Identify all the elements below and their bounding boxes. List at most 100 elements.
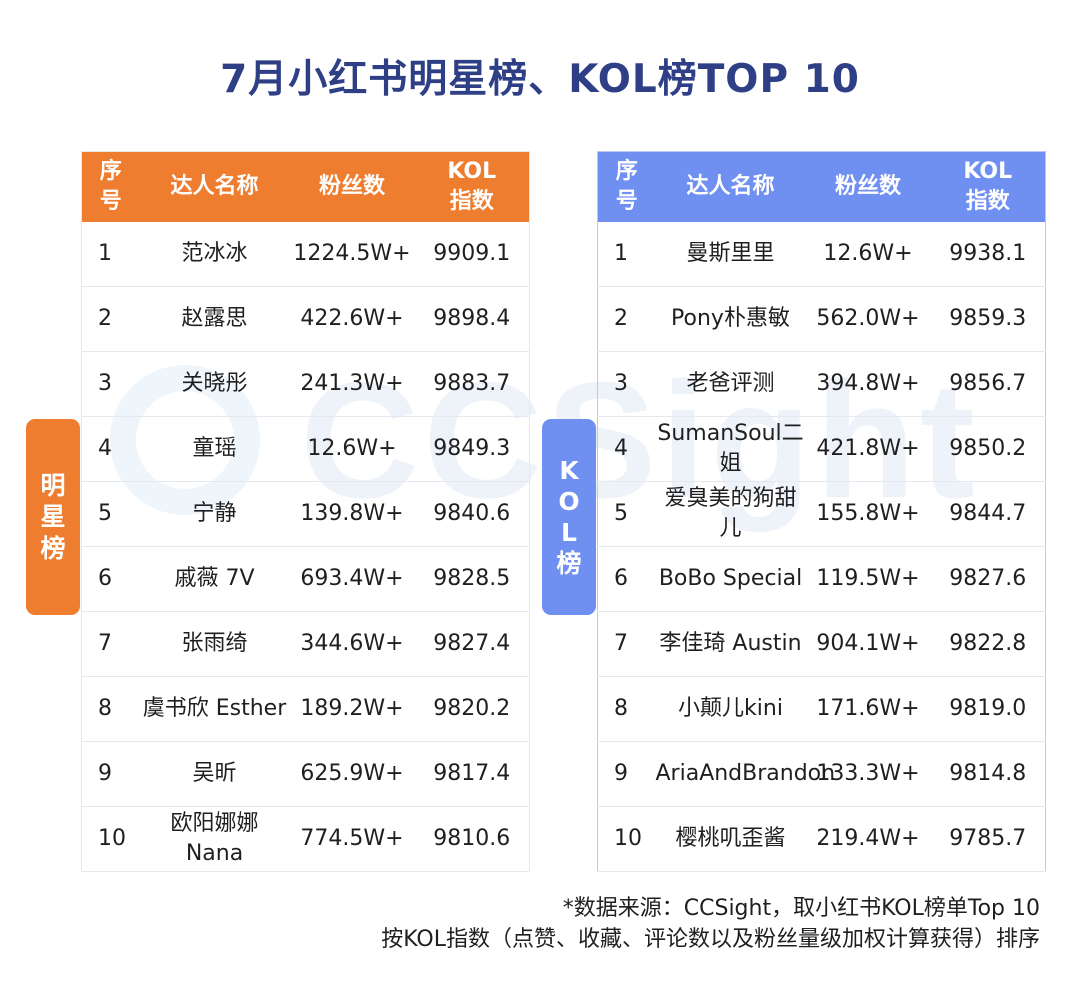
table-header-row: 序号 达人名称 粉丝数 KOL指数 [81, 151, 530, 222]
kol-index-cell: 9898.4 [414, 286, 530, 352]
name-cell: 戚薇 7V [139, 546, 290, 612]
rank-cell: 2 [597, 286, 656, 352]
table-row: 4 SumanSoul二姐 421.8W+ 9850.2 [597, 416, 1046, 482]
name-cell: 李佳琦 Austin [655, 611, 806, 677]
name-cell: 关晓彤 [139, 351, 290, 417]
name-cell: 虞书欣 Esther [139, 676, 290, 742]
fans-cell: 774.5W+ [289, 806, 415, 872]
name-cell: SumanSoul二姐 [655, 416, 806, 482]
table-row: 1 曼斯里里 12.6W+ 9938.1 [597, 222, 1046, 287]
header-rank: 序号 [81, 151, 140, 222]
fans-cell: 12.6W+ [289, 416, 415, 482]
fans-cell: 139.8W+ [289, 481, 415, 547]
rank-cell: 8 [81, 676, 140, 742]
fans-cell: 171.6W+ [805, 676, 931, 742]
header-name: 达人名称 [139, 151, 290, 222]
table-row: 5 爱臭美的狗甜儿 155.8W+ 9844.7 [597, 481, 1046, 547]
kol-index-cell: 9822.8 [930, 611, 1046, 677]
kol-index-cell: 9819.0 [930, 676, 1046, 742]
fans-cell: 133.3W+ [805, 741, 931, 807]
name-cell: 老爸评测 [655, 351, 806, 417]
rank-cell: 9 [597, 741, 656, 807]
table-row: 7 李佳琦 Austin 904.1W+ 9822.8 [597, 611, 1046, 677]
kol-index-cell: 9814.8 [930, 741, 1046, 807]
header-name: 达人名称 [655, 151, 806, 222]
table-row: 10 欧阳娜娜 Nana 774.5W+ 9810.6 [81, 806, 530, 872]
rank-cell: 5 [81, 481, 140, 547]
kol-board-tab: KOL榜 [542, 419, 596, 615]
fans-cell: 421.8W+ [805, 416, 931, 482]
table-row: 2 赵露思 422.6W+ 9898.4 [81, 286, 530, 352]
header-kol-index: KOL指数 [414, 151, 530, 222]
data-source-footnote: *数据来源：CCSight，取小红书KOL榜单Top 10 按KOL指数（点赞、… [381, 893, 1040, 955]
rank-cell: 3 [597, 351, 656, 417]
header-fans: 粉丝数 [289, 151, 415, 222]
name-cell: BoBo Special [655, 546, 806, 612]
kol-index-cell: 9827.4 [414, 611, 530, 677]
table-row: 5 宁静 139.8W+ 9840.6 [81, 481, 530, 547]
kol-index-cell: 9817.4 [414, 741, 530, 807]
rank-cell: 8 [597, 676, 656, 742]
name-cell: 张雨绮 [139, 611, 290, 677]
table-row: 3 老爸评测 394.8W+ 9856.7 [597, 351, 1046, 417]
rank-cell: 10 [597, 806, 656, 872]
table-row: 10 樱桃叽歪酱 219.4W+ 9785.7 [597, 806, 1046, 872]
kol-index-cell: 9856.7 [930, 351, 1046, 417]
rank-cell: 7 [81, 611, 140, 677]
rank-cell: 6 [81, 546, 140, 612]
kol-index-cell: 9859.3 [930, 286, 1046, 352]
fans-cell: 1224.5W+ [289, 222, 415, 287]
name-cell: 范冰冰 [139, 222, 290, 287]
rank-cell: 2 [81, 286, 140, 352]
name-cell: 欧阳娜娜 Nana [139, 806, 290, 872]
table-row: 2 Pony朴惠敏 562.0W+ 9859.3 [597, 286, 1046, 352]
kol-board-table: 序号 达人名称 粉丝数 KOL指数 1 曼斯里里 12.6W+ 9938.1 2 Pony… [597, 151, 1046, 872]
kol-index-cell: 9938.1 [930, 222, 1046, 287]
kol-index-cell: 9909.1 [414, 222, 530, 287]
header-kol-index: KOL指数 [930, 151, 1046, 222]
rank-cell: 4 [81, 416, 140, 482]
fans-cell: 241.3W+ [289, 351, 415, 417]
star-board-table: 序号 达人名称 粉丝数 KOL指数 1 范冰冰 1224.5W+ 9909.1 2 赵露思… [81, 151, 530, 872]
table-row: 8 虞书欣 Esther 189.2W+ 9820.2 [81, 676, 530, 742]
star-board-tab-label: 明星榜 [40, 471, 66, 563]
fans-cell: 394.8W+ [805, 351, 931, 417]
table-row: 3 关晓彤 241.3W+ 9883.7 [81, 351, 530, 417]
fans-cell: 119.5W+ [805, 546, 931, 612]
kol-index-cell: 9820.2 [414, 676, 530, 742]
fans-cell: 422.6W+ [289, 286, 415, 352]
name-cell: 曼斯里里 [655, 222, 806, 287]
rank-cell: 5 [597, 481, 656, 547]
table-row: 7 张雨绮 344.6W+ 9827.4 [81, 611, 530, 677]
kol-index-cell: 9810.6 [414, 806, 530, 872]
rank-cell: 7 [597, 611, 656, 677]
header-fans: 粉丝数 [805, 151, 931, 222]
name-cell: 爱臭美的狗甜儿 [655, 481, 806, 547]
name-cell: Pony朴惠敏 [655, 286, 806, 352]
kol-index-cell: 9844.7 [930, 481, 1046, 547]
table-row: 8 小颠儿kini 171.6W+ 9819.0 [597, 676, 1046, 742]
kol-index-cell: 9827.6 [930, 546, 1046, 612]
rank-cell: 6 [597, 546, 656, 612]
fans-cell: 155.8W+ [805, 481, 931, 547]
rank-cell: 3 [81, 351, 140, 417]
table-row: 6 戚薇 7V 693.4W+ 9828.5 [81, 546, 530, 612]
table-header-row: 序号 达人名称 粉丝数 KOL指数 [597, 151, 1046, 222]
kol-board-tab-label: KOL榜 [556, 455, 582, 579]
page-title: 7月小红书明星榜、KOL榜TOP 10 [220, 57, 860, 102]
name-cell: 小颠儿kini [655, 676, 806, 742]
fans-cell: 344.6W+ [289, 611, 415, 677]
header-rank: 序号 [597, 151, 656, 222]
kol-index-cell: 9849.3 [414, 416, 530, 482]
name-cell: 童瑶 [139, 416, 290, 482]
name-cell: 吴昕 [139, 741, 290, 807]
fans-cell: 904.1W+ [805, 611, 931, 677]
table-row: 9 AriaAndBrandon 133.3W+ 9814.8 [597, 741, 1046, 807]
rank-cell: 10 [81, 806, 140, 872]
table-row: 1 范冰冰 1224.5W+ 9909.1 [81, 222, 530, 287]
kol-index-cell: 9850.2 [930, 416, 1046, 482]
table-row: 6 BoBo Special 119.5W+ 9827.6 [597, 546, 1046, 612]
name-cell: 樱桃叽歪酱 [655, 806, 806, 872]
footnote-line-1: *数据来源：CCSight，取小红书KOL榜单Top 10 [562, 896, 1040, 921]
rank-cell: 4 [597, 416, 656, 482]
